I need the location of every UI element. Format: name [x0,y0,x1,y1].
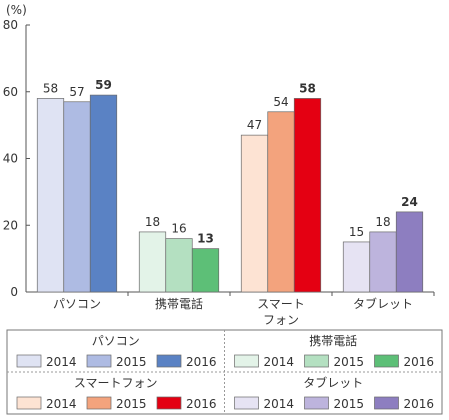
legend-group-title: 携帯電話 [309,333,357,348]
legend-swatch [304,354,329,368]
y-tick-label: 60 [3,85,18,99]
legend-swatch [16,396,42,410]
legend-swatch [374,354,399,368]
value-labels: 58 57 59 18 16 13 47 54 58 15 18 24 [43,78,418,246]
legend-item-label: 2016 [404,355,435,369]
value-label: 18 [375,215,390,229]
bar [395,211,424,293]
legend-swatch [16,354,42,368]
legend-swatch [86,354,112,368]
value-label: 47 [247,118,262,132]
value-label: 13 [197,232,214,246]
category-label: タブレット [353,296,413,311]
unit-label: (%) [6,3,27,17]
y-axis-ticks: 0 20 40 60 80 [3,18,30,299]
bar [36,98,65,293]
legend-swatch [234,354,259,368]
legend-swatch [156,354,182,368]
legend-item-label: 2014 [46,355,77,369]
bar [63,101,91,293]
bars [36,94,424,293]
legend-item-label: 2015 [334,397,365,411]
legend-item-label: 2016 [186,355,217,369]
y-tick-label: 40 [3,152,18,166]
legend-swatch [374,396,399,410]
legend-item-label: 2014 [46,397,77,411]
legend-swatch [156,396,182,410]
legend-swatch [304,396,329,410]
legend-item-label: 2015 [116,355,147,369]
legend-item-label: 2015 [334,355,365,369]
value-label: 15 [349,225,364,239]
bar [293,98,322,293]
legend-item-label: 2014 [264,397,295,411]
bar [267,111,295,293]
legend-group-title: パソコン [92,334,140,348]
bar [191,248,220,293]
legend: パソコン 2014 2015 2016 携帯電話 2014 2015 2016 スマートフォン 2… [6,329,443,415]
value-label: 18 [145,215,160,229]
legend-item-label: 2014 [264,355,295,369]
legend-item-label: 2015 [116,397,147,411]
value-label: 16 [171,222,186,236]
value-label: 54 [273,95,288,109]
value-label: 58 [299,81,316,95]
category-labels: パソコン 携帯電話 スマートフォン タブレット [53,292,435,327]
bar [165,238,193,293]
bar [240,134,269,293]
value-label: 57 [69,85,84,99]
legend-group-title: タブレット [303,375,363,390]
bar [138,231,167,293]
category-label: 携帯電話 [155,296,203,311]
category-label: パソコン [53,297,101,311]
legend-item-label: 2016 [186,397,217,411]
legend-item-label: 2016 [404,397,435,411]
y-tick-label: 0 [10,285,18,299]
category-label: スマートフォン [257,297,305,327]
bar [342,241,371,293]
value-label: 24 [401,195,418,209]
y-tick-label: 20 [3,218,18,232]
legend-swatch [86,396,112,410]
value-label: 59 [95,78,112,92]
bar [369,231,397,293]
legend-group-title: スマートフォン [74,376,158,390]
y-tick-label: 80 [3,18,18,32]
legend-swatch [234,396,259,410]
value-label: 58 [43,81,58,95]
bar [89,94,118,293]
